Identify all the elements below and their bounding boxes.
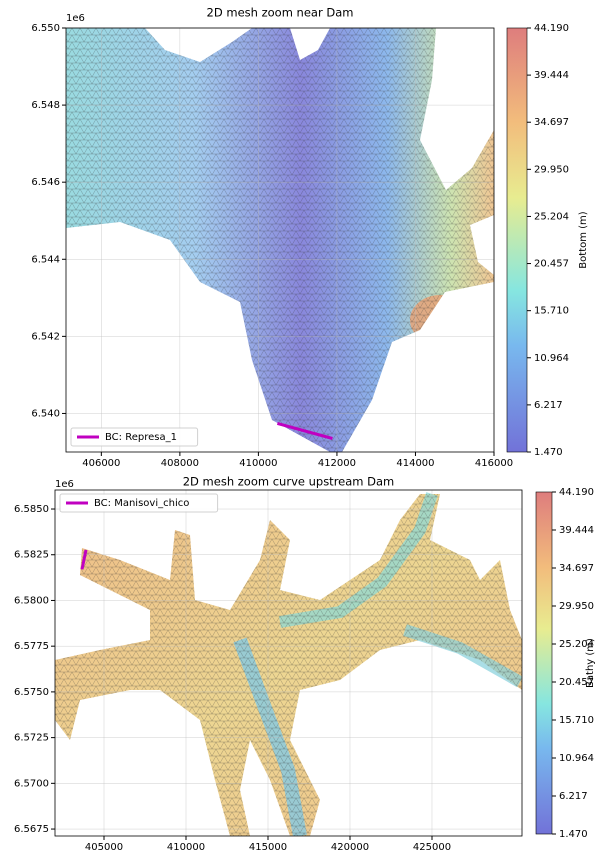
x-tick-label: 405000: [85, 842, 123, 850]
y-tick-label: 6.5675: [14, 824, 49, 835]
colorbar-tick-label: 15.710: [559, 715, 594, 726]
colorbar-tick-label: 39.444: [559, 525, 594, 536]
x-tick-label: 410000: [167, 842, 205, 850]
colorbar-label: Bottom (m): [578, 211, 589, 269]
y-tick-label: 6.540: [31, 408, 60, 419]
x-tick-label: 420000: [331, 842, 369, 850]
y-tick-label: 6.550: [31, 23, 60, 34]
colorbar-tick-label: 44.190: [534, 23, 569, 34]
mesh-field: [66, 28, 494, 452]
x-tick-label: 425000: [413, 842, 451, 850]
colorbar-tick-label: 39.444: [534, 70, 569, 81]
colorbar-tick-label: 34.697: [559, 563, 594, 574]
x-tick-label: 406000: [82, 458, 120, 469]
colorbar-tick-label: 25.204: [534, 211, 569, 222]
colorbar-label: Bathy (m): [585, 638, 596, 688]
legend-label: BC: Manisovi_chico: [94, 498, 189, 509]
y-tick-label: 6.548: [31, 100, 60, 111]
x-tick-label: 410000: [239, 458, 277, 469]
y-tick-label: 6.546: [31, 177, 60, 188]
colorbar-tick-label: 6.217: [559, 791, 588, 802]
y-tick-label: 6.542: [31, 331, 60, 342]
colorbar-tick-label: 10.964: [559, 753, 594, 764]
chart-title: 2D mesh zoom curve upstream Dam: [183, 475, 395, 489]
y-tick-label: 6.5700: [14, 778, 49, 789]
colorbar-tick-label: 34.697: [534, 117, 569, 128]
x-tick-label: 412000: [318, 458, 356, 469]
y-tick-label: 6.5850: [14, 504, 49, 515]
colorbar-tick-label: 44.190: [559, 487, 594, 498]
y-tick-label: 6.5825: [14, 550, 49, 561]
mesh-field: [55, 494, 522, 836]
colorbar-tick-label: 29.950: [559, 601, 594, 612]
colorbar-tick-label: 1.470: [534, 447, 563, 458]
y-tick-label: 6.5750: [14, 687, 49, 698]
colorbar-tick-label: 29.950: [534, 164, 569, 175]
x-tick-label: 408000: [161, 458, 199, 469]
colorbar-tick-label: 10.964: [534, 353, 569, 364]
offset-text: 1e6: [55, 479, 74, 490]
legend-label: BC: Represa_1: [105, 432, 177, 443]
colorbar: [536, 492, 552, 834]
y-tick-label: 6.5725: [14, 733, 49, 744]
y-tick-label: 6.544: [31, 254, 60, 265]
x-tick-label: 414000: [396, 458, 434, 469]
x-tick-label: 415000: [249, 842, 287, 850]
x-tick-label: 416000: [475, 458, 513, 469]
chart-title: 2D mesh zoom near Dam: [207, 6, 354, 20]
colorbar-tick-label: 1.470: [559, 829, 588, 840]
colorbar-tick-label: 6.217: [534, 400, 563, 411]
figure: 406000 408000 410000 412000 414000 416000 6.54…: [0, 0, 606, 850]
colorbar-tick-label: 20.457: [534, 259, 569, 270]
colorbar-tick-label: 15.710: [534, 306, 569, 317]
colorbar: [507, 28, 527, 452]
y-tick-label: 6.5800: [14, 595, 49, 606]
offset-text: 1e6: [66, 13, 85, 24]
y-tick-label: 6.5775: [14, 641, 49, 652]
